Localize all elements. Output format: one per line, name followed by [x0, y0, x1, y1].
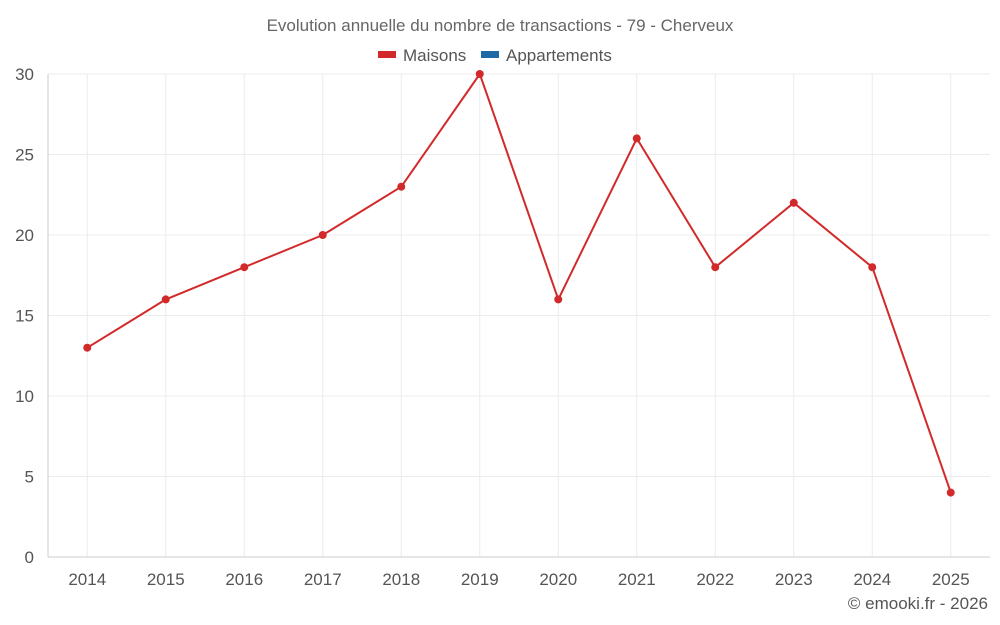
y-tick-label: 20 — [15, 226, 34, 245]
legend-swatch-appartements — [481, 51, 499, 58]
data-point[interactable] — [789, 198, 798, 207]
y-tick-label: 0 — [25, 548, 34, 567]
data-point[interactable] — [711, 263, 720, 272]
legend-label-maisons: Maisons — [403, 46, 466, 65]
y-tick-label: 15 — [15, 307, 34, 326]
x-tick-label: 2021 — [618, 570, 656, 589]
y-tick-label: 25 — [15, 146, 34, 165]
data-point[interactable] — [240, 263, 249, 272]
series-maisons — [83, 70, 955, 497]
series-line-maisons — [86, 73, 952, 493]
x-tick-label: 2019 — [461, 570, 499, 589]
legend-swatch-maisons — [378, 51, 396, 58]
x-tick-label: 2022 — [696, 570, 734, 589]
data-point[interactable] — [83, 343, 92, 352]
data-point[interactable] — [868, 263, 877, 272]
data-point[interactable] — [161, 295, 170, 304]
credit-text: © emooki.fr - 2026 — [848, 594, 988, 613]
legend-label-appartements: Appartements — [506, 46, 612, 65]
x-tick-label: 2024 — [853, 570, 891, 589]
x-tick-label: 2016 — [225, 570, 263, 589]
x-tick-label: 2017 — [304, 570, 342, 589]
data-point[interactable] — [946, 488, 955, 497]
x-tick-label: 2015 — [147, 570, 185, 589]
x-tick-label: 2020 — [539, 570, 577, 589]
chart-title: Evolution annuelle du nombre de transact… — [267, 16, 734, 35]
data-point[interactable] — [475, 70, 484, 78]
y-tick-label: 30 — [15, 65, 34, 84]
grid — [48, 73, 990, 557]
data-point[interactable] — [318, 231, 327, 239]
data-point[interactable] — [554, 295, 563, 304]
data-point[interactable] — [632, 134, 641, 143]
x-tick-label: 2023 — [775, 570, 813, 589]
data-point[interactable] — [397, 182, 406, 191]
y-tick-label: 5 — [25, 468, 34, 487]
legend-item-appartements[interactable]: Appartements — [481, 46, 612, 65]
x-tick-label: 2018 — [382, 570, 420, 589]
x-tick-label: 2014 — [68, 570, 106, 589]
legend: Maisons Appartements — [378, 46, 612, 65]
legend-item-maisons[interactable]: Maisons — [378, 46, 466, 65]
y-tick-label: 10 — [15, 387, 34, 406]
x-tick-label: 2025 — [932, 570, 970, 589]
